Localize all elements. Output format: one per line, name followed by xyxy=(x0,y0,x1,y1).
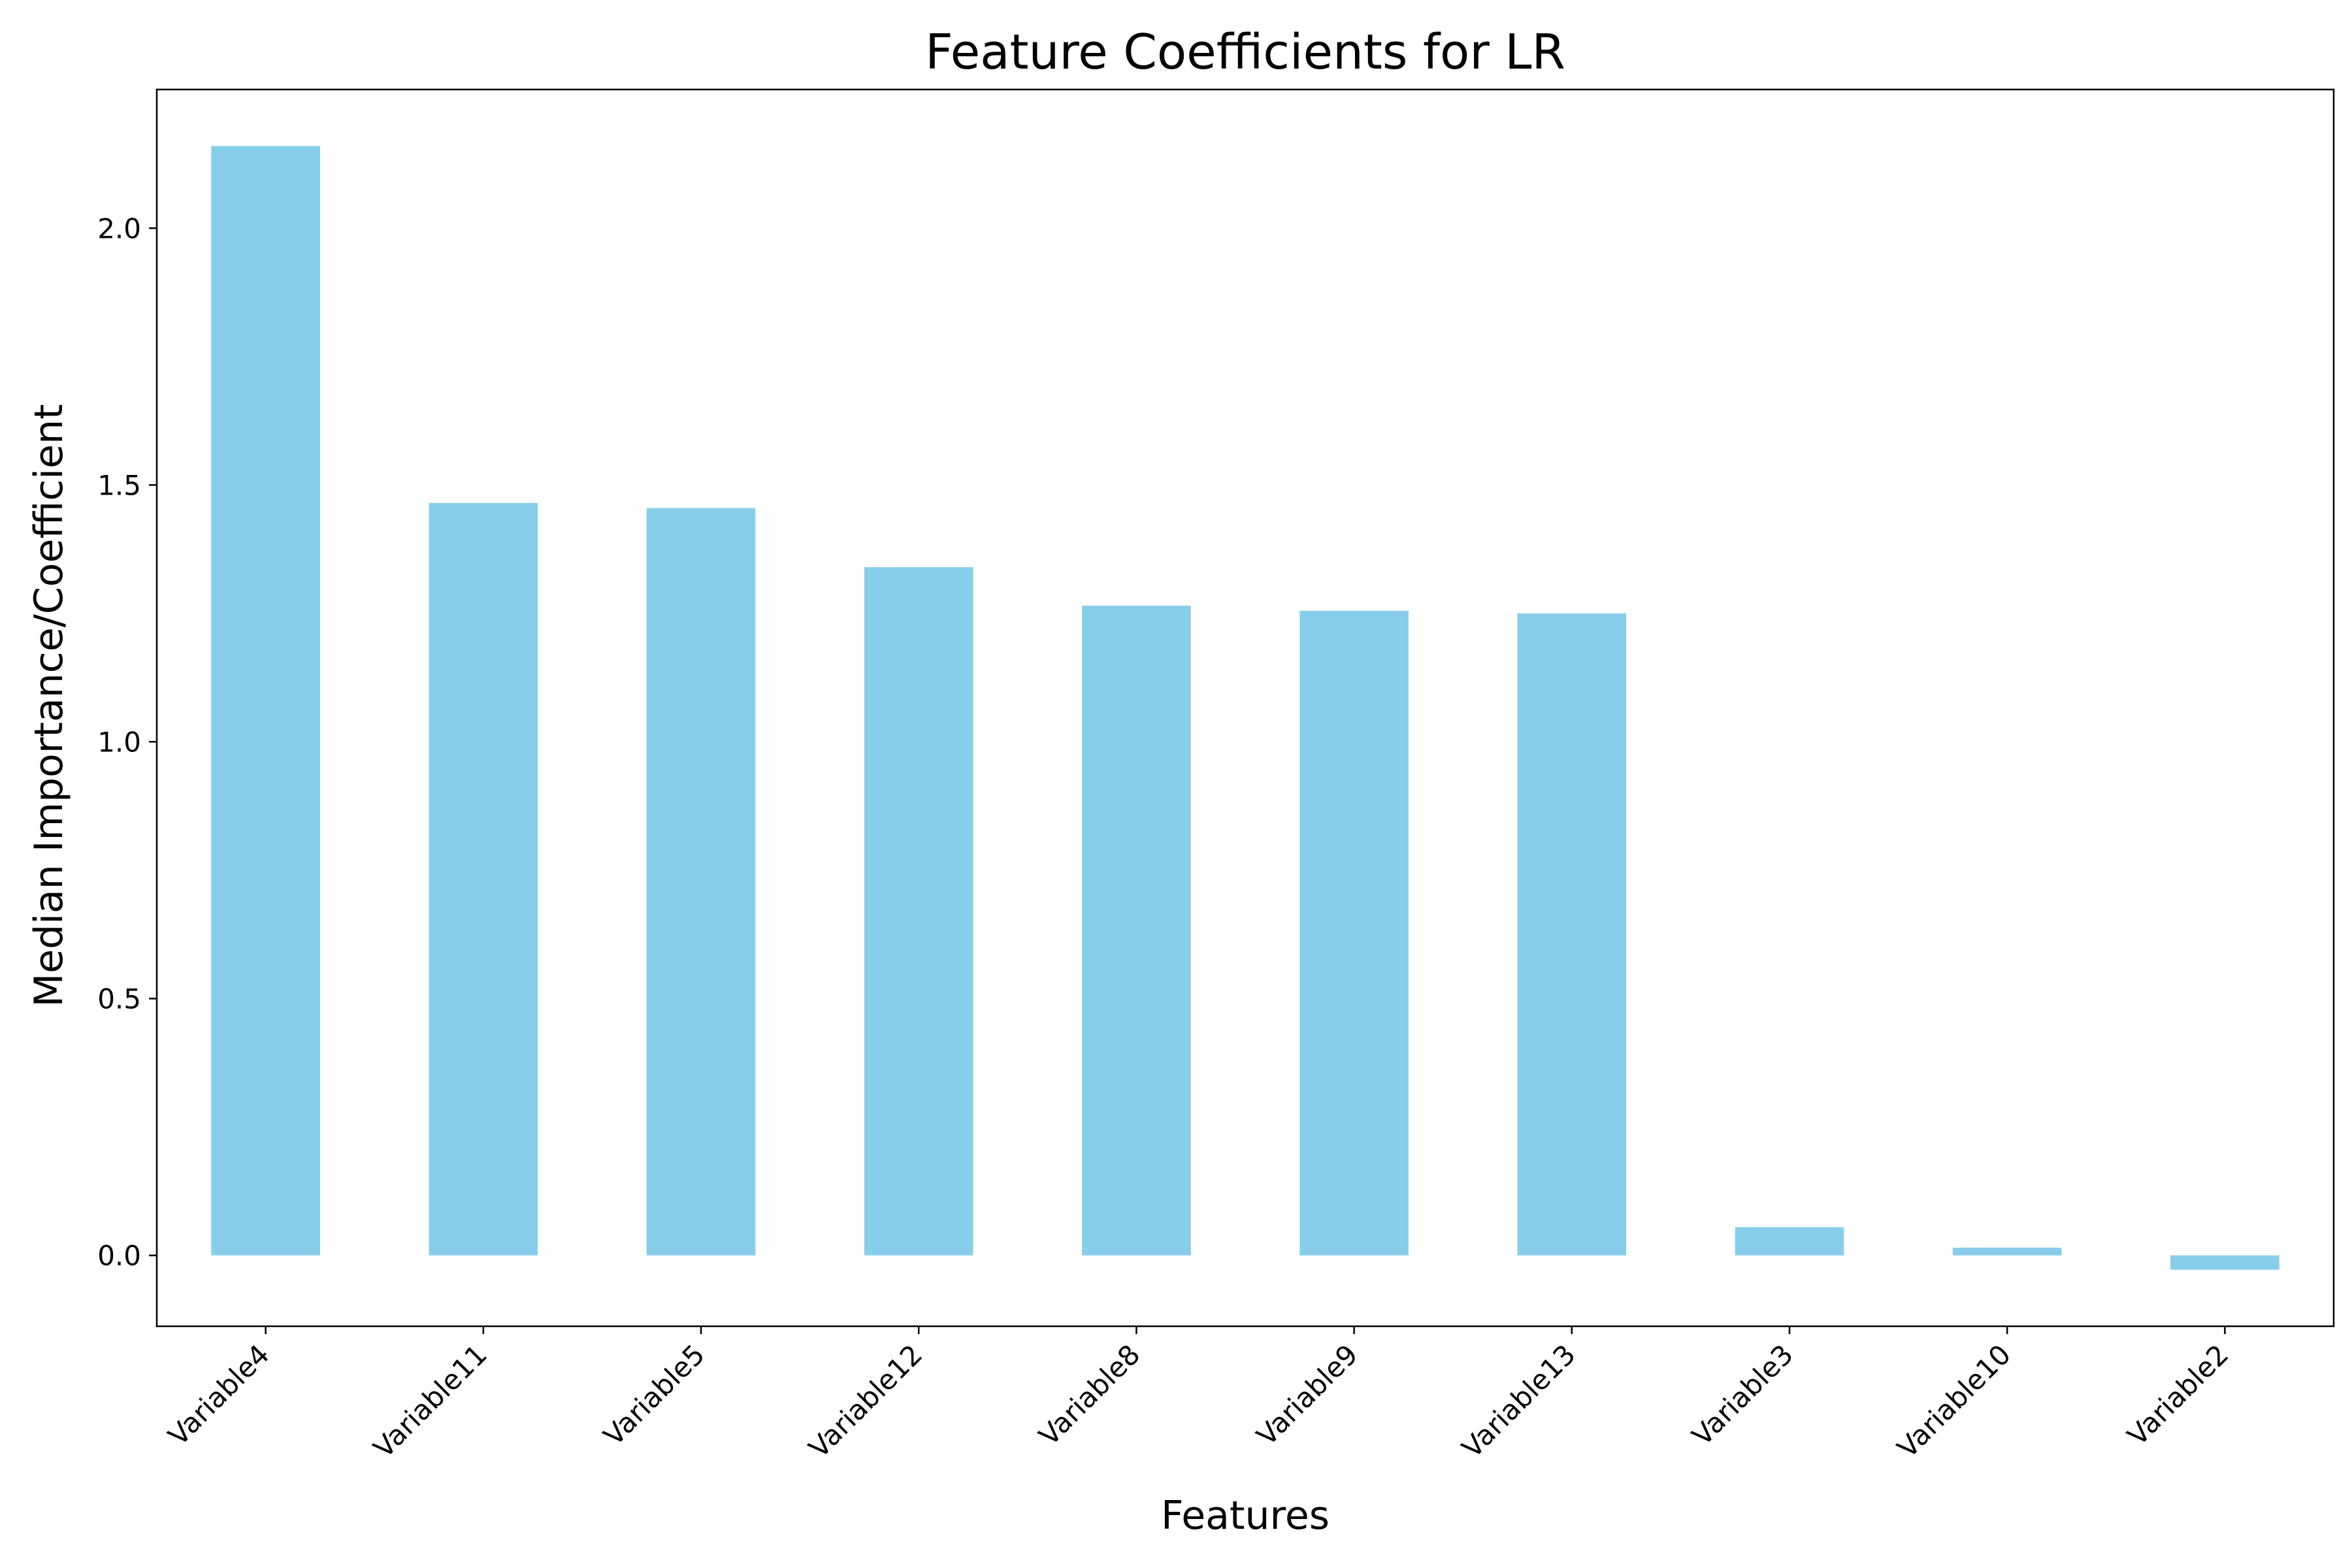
x-axis-title: Features xyxy=(1161,1493,1330,1539)
bar-variable8 xyxy=(1082,606,1191,1256)
bars-group xyxy=(211,146,2279,1270)
x-tick-label: Variable8 xyxy=(1033,1338,1147,1452)
bar-variable12 xyxy=(864,567,973,1256)
x-tick-label: Variable11 xyxy=(367,1338,493,1464)
x-axis: Variable4 Variable11 Variable5 Variable12 Va… xyxy=(162,1326,2235,1464)
bar-variable11 xyxy=(429,502,538,1256)
y-axis-title: Median Importance/Coefficient xyxy=(26,404,72,1007)
x-tick-label: Variable12 xyxy=(803,1338,929,1464)
bar-variable5 xyxy=(646,508,756,1256)
y-tick-label: 1.0 xyxy=(97,726,141,758)
x-tick-label: Variable5 xyxy=(597,1338,711,1452)
y-tick-label: 0.0 xyxy=(97,1240,141,1272)
x-tick-label: Variable9 xyxy=(1250,1338,1364,1452)
bar-variable2 xyxy=(2170,1255,2279,1270)
x-tick-label: Variable4 xyxy=(162,1338,276,1452)
y-tick-label: 2.0 xyxy=(97,212,141,244)
bar-variable3 xyxy=(1735,1227,1844,1256)
x-tick-label: Variable13 xyxy=(1456,1338,1582,1464)
bar-variable4 xyxy=(211,146,320,1256)
x-tick-label: Variable3 xyxy=(1686,1338,1799,1452)
chart-title: Feature Coefficients for LR xyxy=(925,24,1565,80)
y-tick-label: 0.5 xyxy=(97,983,141,1015)
bar-variable13 xyxy=(1517,613,1627,1256)
y-axis: 0.0 0.5 1.0 1.5 2.0 xyxy=(97,212,157,1272)
bar-variable10 xyxy=(1952,1247,2062,1256)
y-tick-label: 1.5 xyxy=(97,469,141,501)
bar-variable9 xyxy=(1299,610,1409,1256)
x-tick-label: Variable2 xyxy=(2121,1338,2235,1452)
plot-area-frame xyxy=(155,88,2335,1328)
x-tick-label: Variable10 xyxy=(1891,1338,2017,1464)
